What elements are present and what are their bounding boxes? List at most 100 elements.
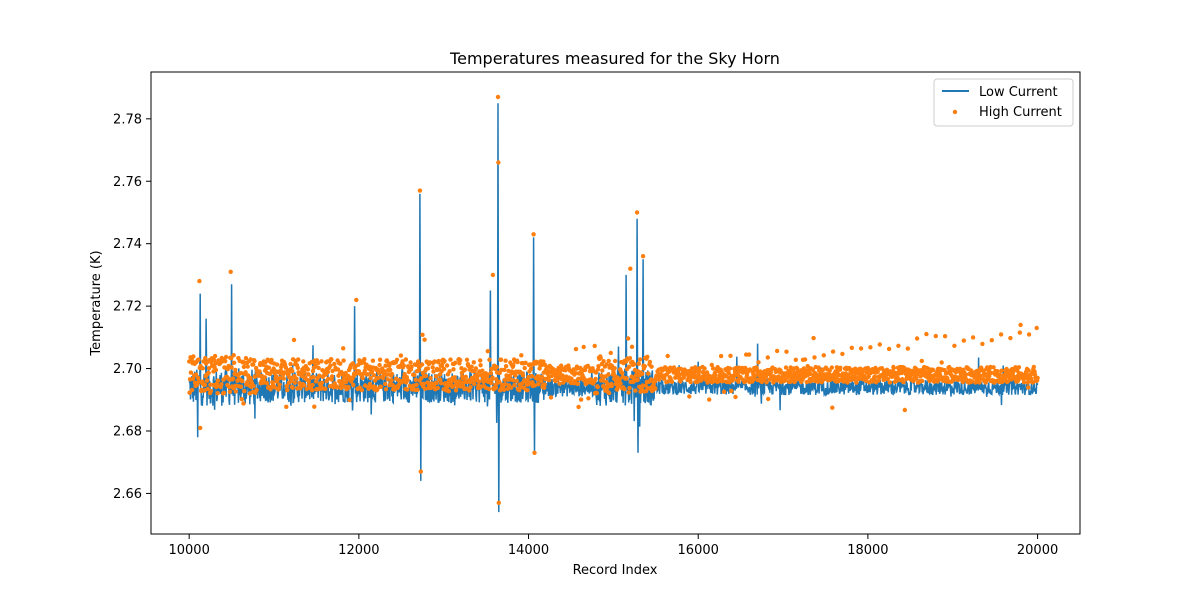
data-point [302,370,307,375]
data-point [980,341,985,347]
data-point [383,363,388,368]
data-point [485,372,490,377]
data-point [494,364,499,370]
data-point [718,353,724,359]
data-point [783,365,789,370]
data-point [1021,380,1027,385]
data-point [688,379,693,385]
y-tick-label: 2.76 [113,175,142,190]
data-point [487,357,492,362]
x-tick-label: 12000 [338,543,379,558]
data-point [896,343,901,348]
data-point [415,387,420,392]
data-point [1026,332,1032,337]
y-tick-label: 2.72 [113,300,142,315]
data-point [514,378,519,384]
data-point [866,374,871,379]
data-point [609,383,614,389]
data-point [301,383,307,388]
data-point [999,368,1004,373]
data-point [290,368,295,374]
data-point [362,357,367,362]
data-point [530,380,535,385]
data-point [215,378,221,383]
data-point [746,352,752,357]
data-point [720,378,725,384]
data-point [665,353,670,359]
data-point [311,374,316,380]
data-point [821,353,826,358]
data-point [653,386,658,391]
y-tick-label: 2.78 [113,112,142,127]
data-point [206,370,211,376]
data-point [292,380,297,385]
data-point [208,388,213,394]
data-point [378,384,384,389]
data-point [421,381,426,386]
data-point [305,367,311,372]
data-point [1016,365,1022,370]
data-point [557,381,562,386]
data-point [612,366,617,371]
data-point [310,388,315,393]
data-point [388,367,393,373]
data-point [323,386,328,391]
data-point [446,389,451,394]
data-point [241,364,247,370]
data-point [398,353,404,358]
data-point [547,377,552,383]
data-point [802,357,808,362]
data-point [276,385,282,390]
data-point [326,376,331,381]
data-point [268,387,273,392]
data-point [213,361,218,366]
data-point [1035,375,1040,381]
data-point [586,396,591,401]
data-point [696,372,701,377]
data-point [436,358,441,364]
data-point [370,358,376,363]
data-point [991,365,996,370]
data-point [188,370,194,375]
data-point [826,371,832,377]
data-point [687,394,692,399]
data-point [252,358,257,364]
data-point [914,336,920,341]
data-point [277,375,283,381]
data-point [187,390,192,395]
data-point [428,376,433,381]
data-point [425,366,431,371]
data-point [195,375,201,381]
data-point [569,376,574,381]
data-point [496,160,501,165]
data-point [299,373,305,379]
data-point [960,379,966,385]
data-point [464,357,470,362]
data-point [437,372,443,377]
data-point [525,388,530,393]
legend: Low Current High Current [933,78,1074,127]
data-point [815,379,820,384]
legend-swatch-high-current [952,109,958,115]
data-point [830,405,835,410]
data-point [203,355,208,361]
data-point [468,385,473,390]
data-point [875,369,880,374]
data-point [573,346,579,352]
data-point [377,357,383,362]
data-point [231,353,236,358]
data-point [505,386,510,391]
data-point [987,374,992,379]
data-point [503,358,508,363]
data-point [727,366,733,371]
data-point [359,387,364,393]
y-tick-label: 2.66 [113,487,142,502]
data-point [508,385,514,390]
data-point [1030,380,1036,385]
data-point [452,378,457,383]
data-point [513,373,518,378]
data-point [872,374,878,380]
data-point [202,382,208,387]
data-point [239,371,244,376]
data-point [316,365,321,371]
